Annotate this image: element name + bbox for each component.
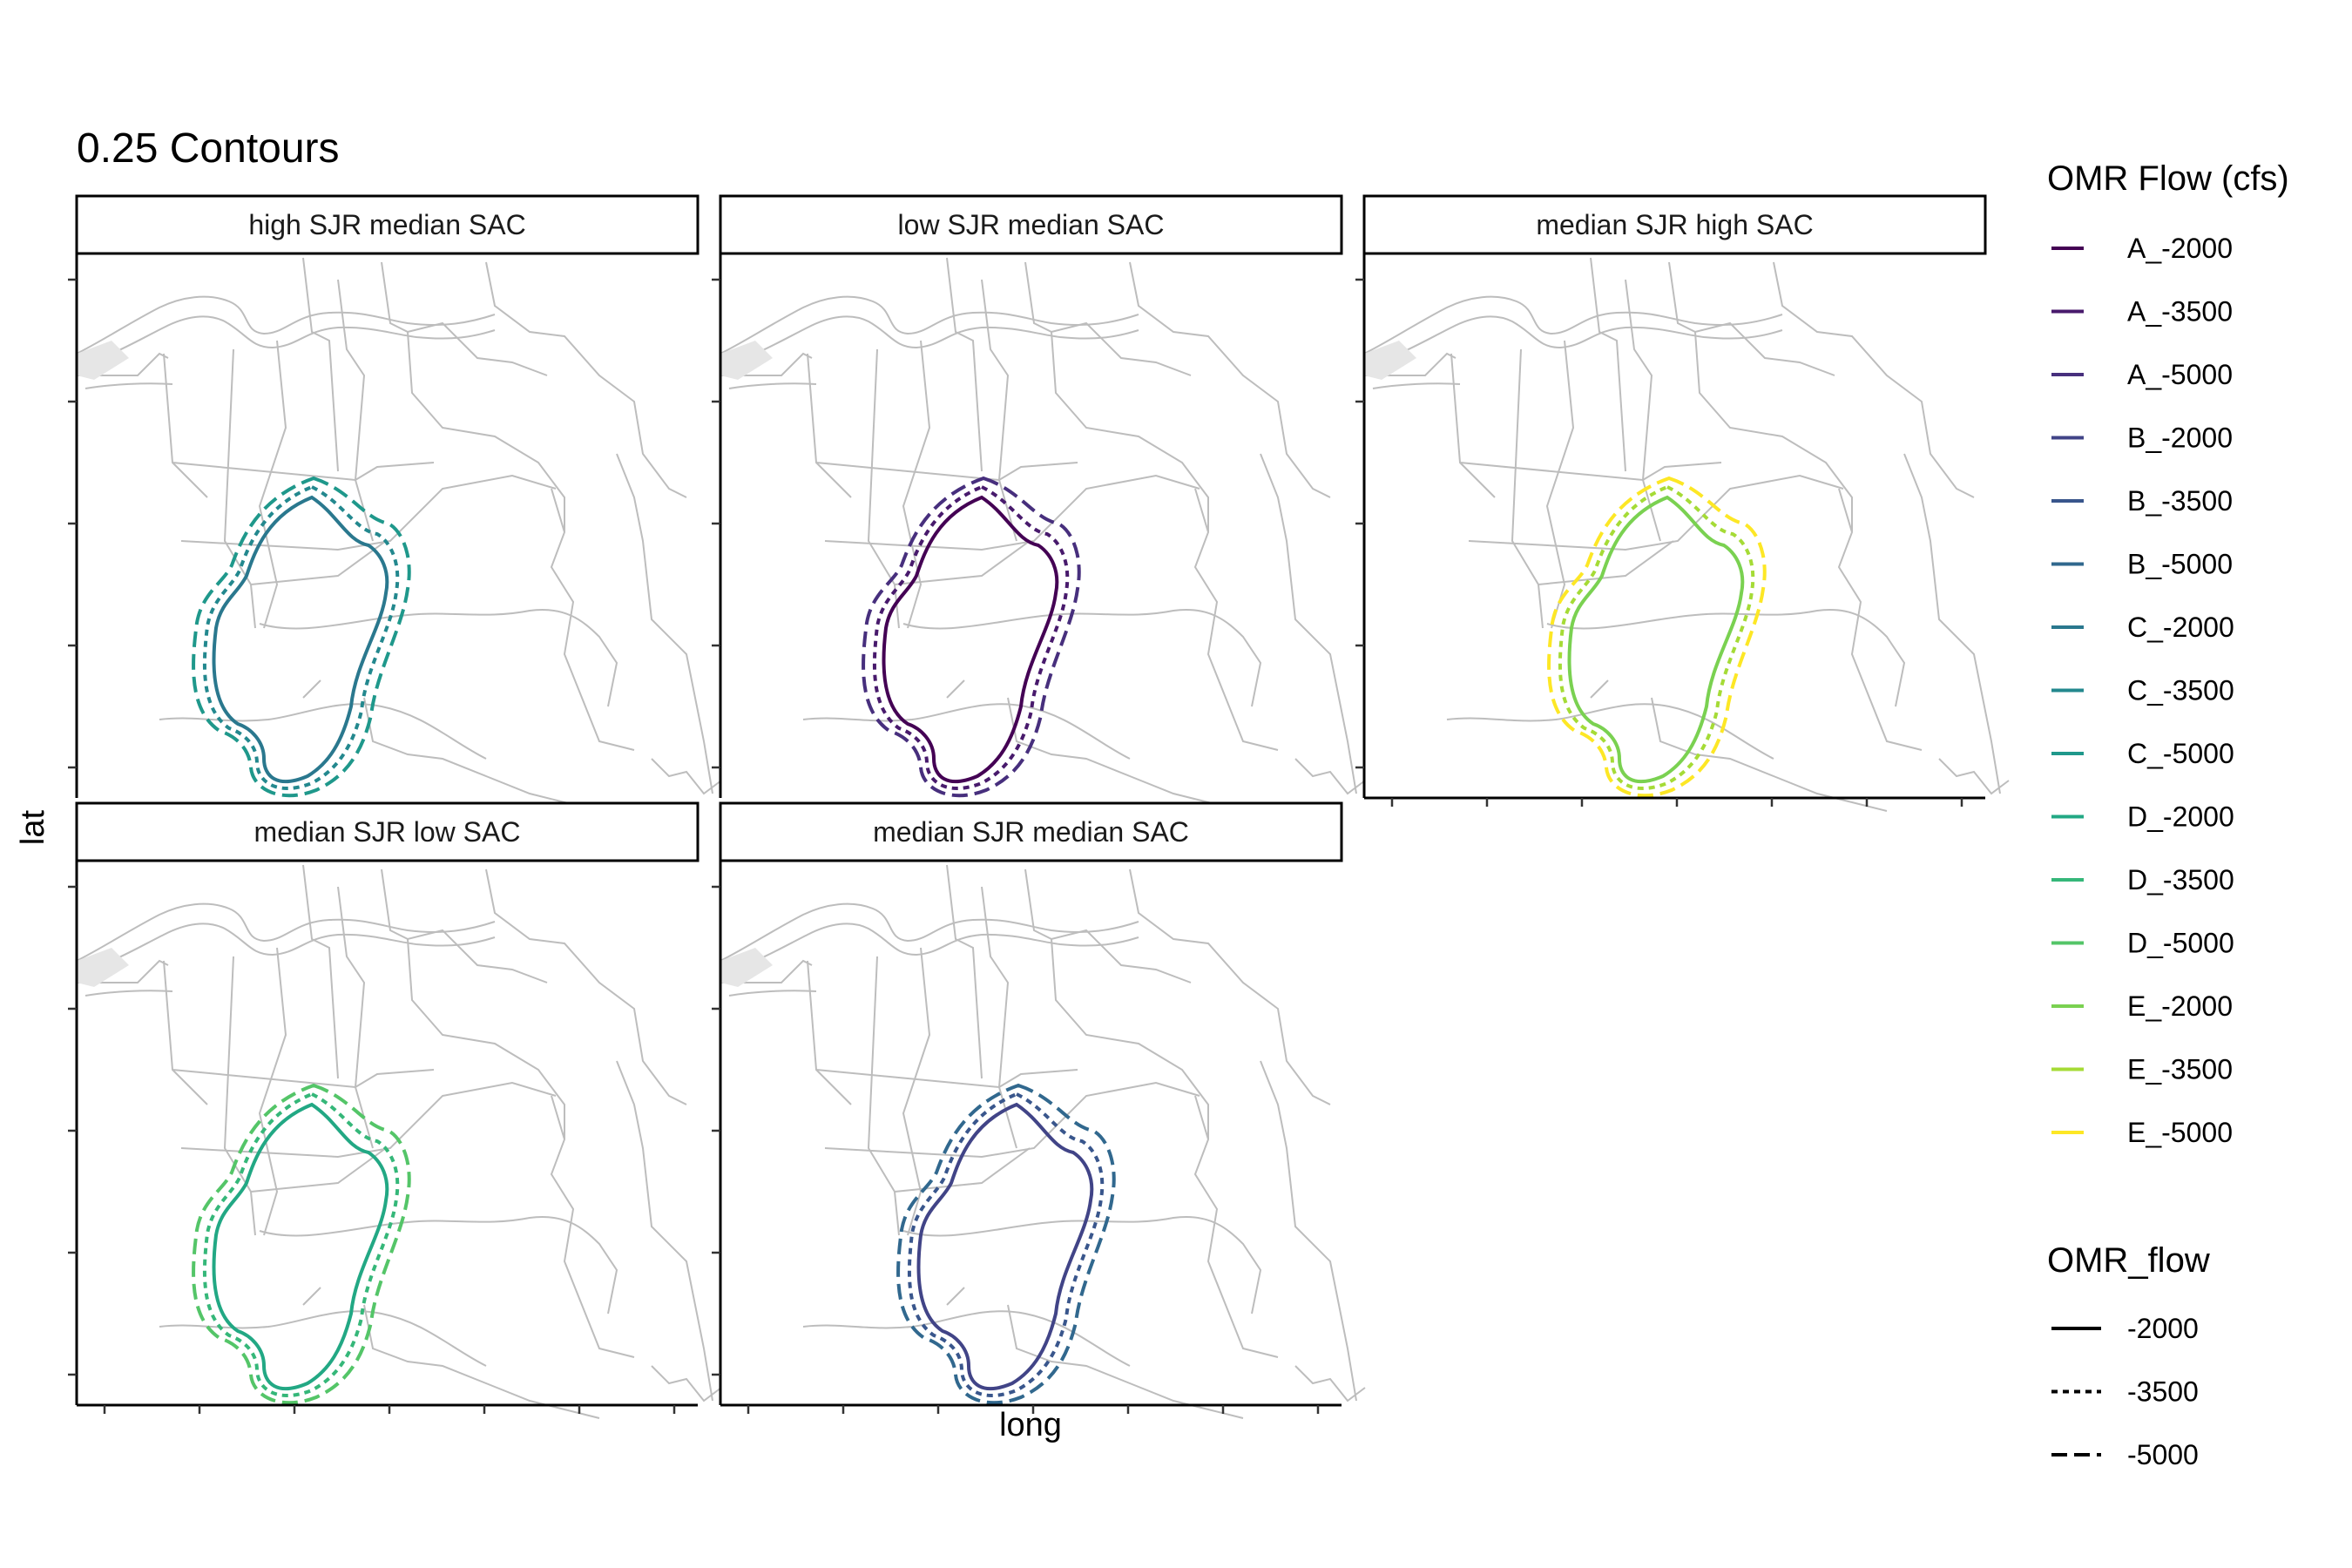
facet-strip-label: median SJR high SAC xyxy=(1536,209,1813,240)
contour-line xyxy=(192,476,411,798)
facet-strip xyxy=(1362,194,1987,255)
contour-line xyxy=(202,484,400,790)
contour-line xyxy=(212,495,389,783)
facet-strip xyxy=(719,801,1343,862)
basemap xyxy=(1363,257,2010,812)
legend-color-label: A_-2000 xyxy=(2127,233,2233,264)
facet-panel: low SJR median SAC xyxy=(712,194,1366,812)
facet-strip xyxy=(75,194,700,255)
legend-linetype: OMR_flow -2000 -3500 -5000 xyxy=(2047,1241,2210,1470)
facet-strip-label: median SJR low SAC xyxy=(254,816,521,848)
facet-strip-label: median SJR median SAC xyxy=(873,816,1189,848)
facet-panel: median SJR low SAC xyxy=(68,801,722,1419)
legend-color-label: D_-5000 xyxy=(2127,928,2234,959)
contour-line xyxy=(882,495,1059,783)
legend-color-label: B_-5000 xyxy=(2127,549,2233,580)
contour-line xyxy=(872,484,1070,790)
facet-panel: median SJR high SAC xyxy=(1355,194,2010,812)
contour-line xyxy=(192,1083,411,1405)
legend-color-label: D_-3500 xyxy=(2127,864,2234,896)
legend-linetype-title: OMR_flow xyxy=(2047,1241,2210,1280)
basemap-water xyxy=(1364,341,1416,380)
contour-line xyxy=(1547,476,1767,798)
legend-color-label: C_-2000 xyxy=(2127,612,2234,643)
legend-color: OMR Flow (cfs) A_-2000 A_-3500 A_-5000 B_-2… xyxy=(2047,159,2289,1148)
facet-strip-label: low SJR median SAC xyxy=(898,209,1165,240)
basemap xyxy=(720,257,1366,812)
contour-line xyxy=(212,1102,389,1390)
legend-color-label: C_-3500 xyxy=(2127,675,2234,706)
x-axis-label: long xyxy=(999,1407,1062,1443)
basemap-water xyxy=(720,948,773,987)
contour-line xyxy=(907,1092,1105,1397)
legend-color-label: C_-5000 xyxy=(2127,738,2234,769)
contour-line xyxy=(1558,484,1755,790)
contour-line xyxy=(202,1092,400,1397)
legend-color-label: B_-2000 xyxy=(2127,422,2233,454)
facet-panel: high SJR median SAC xyxy=(68,194,722,812)
legend-color-label: E_-5000 xyxy=(2127,1117,2233,1148)
basemap-water xyxy=(77,341,129,380)
chart-title: 0.25 Contours xyxy=(77,125,340,172)
contour-line xyxy=(896,1083,1116,1405)
basemap-water xyxy=(720,341,773,380)
legend-linetype-label: -5000 xyxy=(2127,1439,2199,1470)
legend-color-label: E_-2000 xyxy=(2127,990,2233,1022)
legend-color-label: B_-3500 xyxy=(2127,485,2233,517)
legend-color-label: E_-3500 xyxy=(2127,1054,2233,1085)
legend-color-label: A_-3500 xyxy=(2127,296,2233,328)
legend-color-title: OMR Flow (cfs) xyxy=(2047,159,2289,198)
y-axis-label: lat xyxy=(15,809,51,845)
legend-color-label: D_-2000 xyxy=(2127,801,2234,833)
facet-strip xyxy=(719,194,1343,255)
facet-strip xyxy=(75,801,700,862)
legend-color-label: A_-5000 xyxy=(2127,359,2233,390)
contour-line xyxy=(1567,495,1745,783)
legend-linetype-label: -2000 xyxy=(2127,1313,2199,1344)
basemap xyxy=(720,864,1366,1419)
facet-strip-label: high SJR median SAC xyxy=(248,209,525,240)
basemap-water xyxy=(77,948,129,987)
legend-linetype-label: -3500 xyxy=(2127,1376,2199,1408)
contour-line xyxy=(862,476,1081,798)
contour-line xyxy=(916,1102,1094,1390)
facet-panel: median SJR median SAC xyxy=(712,801,1366,1419)
